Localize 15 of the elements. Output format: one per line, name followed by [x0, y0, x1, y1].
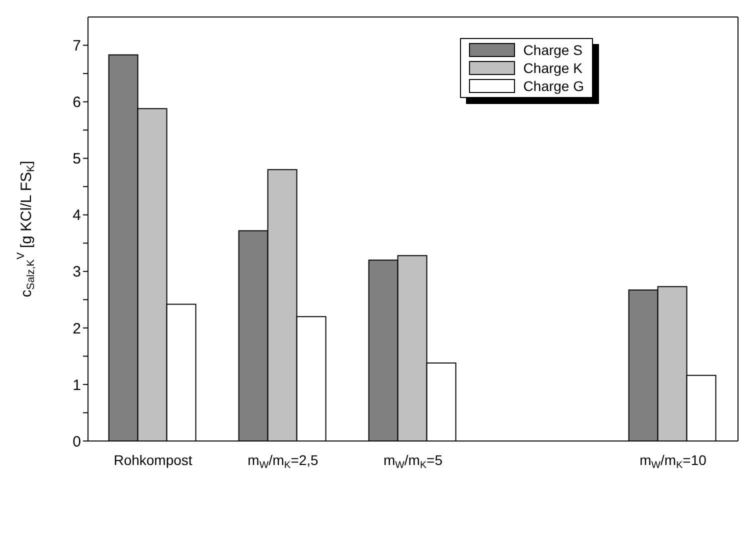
- y-tick-label: 2: [72, 320, 81, 338]
- y-tick-label: 3: [72, 264, 81, 281]
- y-tick-label: 0: [72, 433, 81, 450]
- x-tick-label: Rohkompost: [114, 452, 192, 468]
- y-tick-label: 5: [72, 150, 81, 168]
- x-tick-label: m$_{W}$/m$_{K}$=5: [384, 452, 443, 471]
- legend-label: Charge G: [523, 78, 584, 94]
- legend-label: Charge K: [523, 60, 582, 76]
- x-tick-label: m$_{W}$/m$_{K}$=2,5: [248, 452, 319, 471]
- y-tick-label: 7: [72, 38, 81, 55]
- y-tick-label: 6: [72, 94, 81, 112]
- legend-label: Charge S: [523, 42, 582, 58]
- y-tick-label: 4: [72, 207, 81, 224]
- y-tick-label: 1: [72, 376, 81, 394]
- x-tick-label: m$_{W}$/m$_{K}$=10: [640, 452, 707, 471]
